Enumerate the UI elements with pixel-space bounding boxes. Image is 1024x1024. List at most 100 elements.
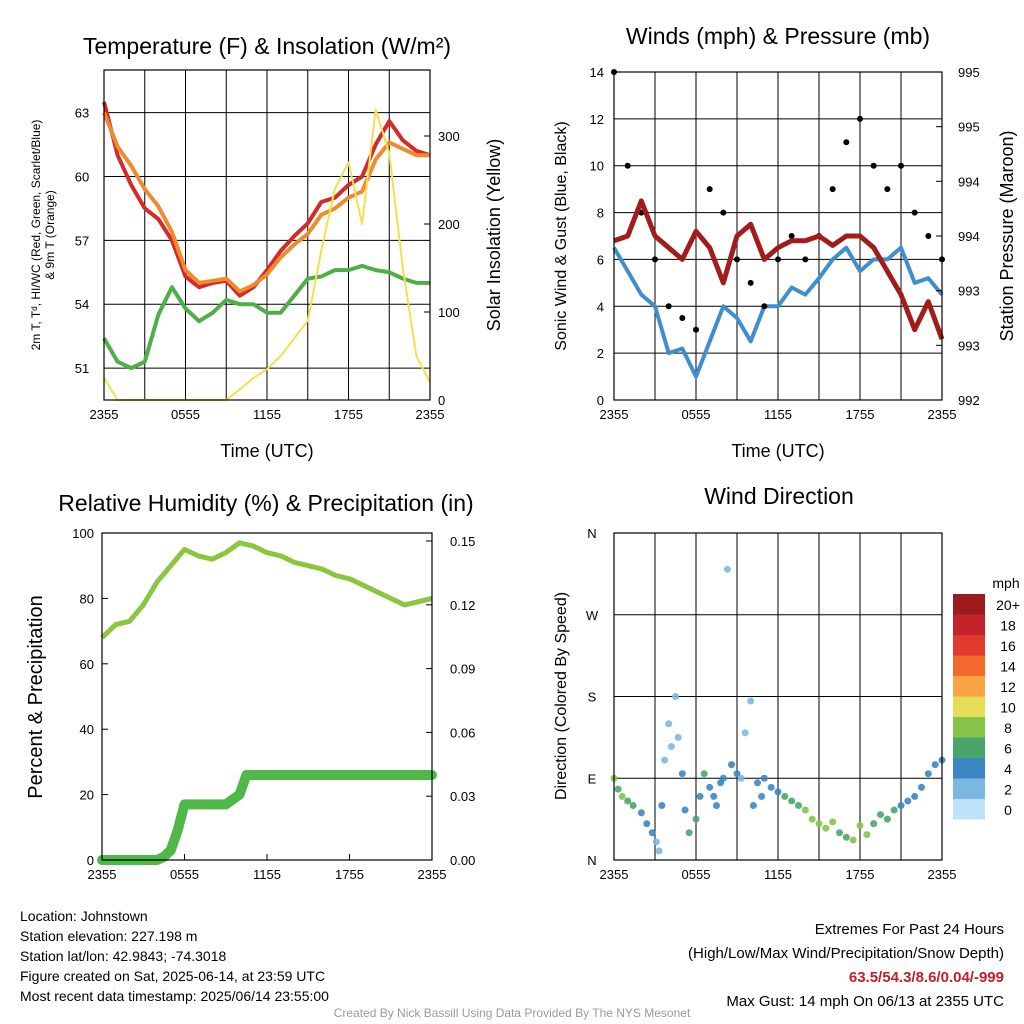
winds-y-ticks: 0 2 4 6 8 10 12 14 bbox=[590, 65, 604, 408]
direction-point bbox=[767, 783, 775, 791]
winds-y2-tick-label: 993 bbox=[958, 284, 980, 299]
station-info: Location: Johnstown Station elevation: 2… bbox=[20, 906, 329, 1006]
extremes-subtitle: (High/Low/Max Wind/Precipitation/Snow De… bbox=[688, 945, 1004, 962]
temperature-x-ticks: 2355 0555 1155 1755 2355 bbox=[90, 394, 444, 422]
winds-x-tick-label: 2355 bbox=[600, 407, 629, 422]
direction-point bbox=[658, 802, 666, 809]
temperature-y2-ticks: 0 100 200 300 bbox=[424, 129, 460, 408]
direction-point bbox=[911, 792, 919, 800]
direction-point bbox=[700, 770, 708, 778]
direction-x-tick-label: 1155 bbox=[764, 867, 792, 882]
temperature-y-tick-label: 57 bbox=[75, 233, 89, 248]
direction-point bbox=[737, 774, 745, 782]
winds-gust-point bbox=[665, 303, 672, 310]
winds-y-tick-label: 8 bbox=[597, 206, 604, 221]
winds-y-label: Sonic Wind & Gust (Blue, Black) bbox=[553, 121, 570, 350]
humidity-y-tick-label: 100 bbox=[72, 526, 94, 541]
temperature-x-tick-label: 1155 bbox=[253, 407, 281, 422]
winds-line-sonic-wind bbox=[612, 245, 944, 379]
direction-point bbox=[674, 733, 682, 741]
humidity-y2-tick-label: 0.12 bbox=[450, 598, 475, 613]
humidity-x-tick-label: 1155 bbox=[253, 867, 281, 882]
winds-y2-label: Station Pressure (Maroon) bbox=[997, 130, 1017, 341]
direction-y-ticks: N E S W N bbox=[586, 526, 599, 868]
winds-gust-point bbox=[652, 256, 658, 263]
humidity-y-label: Percent & Precipitation bbox=[25, 595, 47, 798]
colorbar-label: 2 bbox=[1004, 782, 1012, 798]
winds-gust-point bbox=[898, 162, 904, 169]
winds-gust-point bbox=[734, 256, 740, 263]
humidity-y2-tick-label: 0.00 bbox=[450, 853, 475, 868]
colorbar-box bbox=[953, 676, 985, 697]
direction-point bbox=[629, 802, 637, 809]
direction-point bbox=[795, 802, 802, 809]
temperature-title: Temperature (F) & Insolation (W/m²) bbox=[83, 33, 451, 59]
direction-grid bbox=[614, 533, 942, 860]
temperature-series bbox=[102, 101, 431, 401]
winds-gust-point bbox=[747, 279, 754, 286]
direction-point bbox=[754, 779, 761, 787]
direction-series bbox=[610, 565, 946, 855]
colorbar-box bbox=[953, 778, 985, 799]
colorbar-labels: 20+ 18 16 14 12 10 8 6 4 2 0 bbox=[996, 597, 1020, 818]
humidity-y2-tick-label: 0.06 bbox=[450, 725, 475, 740]
direction-point bbox=[904, 797, 912, 805]
direction-point bbox=[747, 697, 755, 705]
direction-y-tick-label: N bbox=[587, 526, 596, 541]
direction-point bbox=[883, 815, 891, 823]
direction-point bbox=[774, 788, 782, 796]
humidity-y2-tick-label: 0.15 bbox=[450, 534, 475, 549]
credit-text: Created By Nick Bassill Using Data Provi… bbox=[333, 1006, 691, 1020]
humidity-x-tick-label: 2355 bbox=[418, 867, 447, 882]
direction-point bbox=[760, 774, 768, 782]
humidity-y-tick-label: 40 bbox=[80, 722, 94, 737]
colorbar-box bbox=[953, 594, 985, 615]
winds-gust-point bbox=[720, 209, 727, 216]
humidity-y-tick-label: 0 bbox=[87, 853, 94, 868]
elevation-text: Station elevation: 227.198 m bbox=[20, 928, 198, 944]
winds-x-tick-label: 2355 bbox=[928, 407, 957, 422]
humidity-title: Relative Humidity (%) & Precipitation (i… bbox=[58, 490, 473, 516]
colorbar-box bbox=[953, 758, 985, 779]
winds-y-tick-label: 4 bbox=[597, 299, 604, 314]
winds-gust-point bbox=[802, 256, 809, 263]
direction-point bbox=[829, 818, 837, 826]
direction-point bbox=[678, 770, 686, 778]
extremes-title: Extremes For Past 24 Hours bbox=[814, 921, 1004, 938]
direction-y-tick-label: E bbox=[588, 771, 597, 786]
direction-y-label: Direction (Colored By Speed) bbox=[553, 592, 570, 800]
winds-gust-point bbox=[624, 162, 631, 169]
direction-point bbox=[801, 806, 809, 814]
direction-y-tick-label: N bbox=[587, 853, 596, 868]
direction-point bbox=[836, 829, 843, 837]
colorbar-label: 8 bbox=[1004, 720, 1012, 736]
humidity-panel: Relative Humidity (%) & Precipitation (i… bbox=[25, 490, 475, 882]
direction-point bbox=[685, 829, 693, 837]
colorbar-label: 6 bbox=[1004, 741, 1012, 757]
direction-x-tick-label: 2355 bbox=[928, 867, 957, 882]
temperature-line-2m-t bbox=[102, 101, 431, 298]
colorbar-title: mph bbox=[992, 575, 1019, 591]
direction-point bbox=[665, 720, 673, 728]
humidity-line-precipitation bbox=[97, 770, 437, 865]
direction-point bbox=[788, 797, 796, 805]
colorbar-box bbox=[953, 799, 985, 820]
direction-point bbox=[692, 815, 700, 823]
humidity-y2-tick-label: 0.09 bbox=[450, 662, 475, 677]
winds-gust-point bbox=[775, 256, 781, 263]
humidity-y-tick-label: 80 bbox=[80, 591, 94, 606]
temperature-y-tick-label: 54 bbox=[75, 297, 89, 312]
temperature-y2-tick-label: 200 bbox=[438, 217, 460, 232]
direction-point bbox=[733, 770, 741, 778]
temperature-y-tick-label: 60 bbox=[75, 169, 89, 184]
location-text: Location: Johnstown bbox=[20, 908, 148, 924]
colorbar-label: 14 bbox=[1000, 659, 1016, 675]
direction-point bbox=[918, 783, 925, 791]
direction-point bbox=[618, 792, 626, 800]
direction-point bbox=[749, 802, 757, 809]
humidity-line-relative-humidity bbox=[100, 540, 433, 640]
winds-gust-point bbox=[857, 115, 863, 122]
direction-x-tick-label: 0555 bbox=[682, 867, 711, 882]
winds-y-tick-label: 12 bbox=[590, 112, 604, 127]
winds-gust-point bbox=[884, 186, 891, 193]
